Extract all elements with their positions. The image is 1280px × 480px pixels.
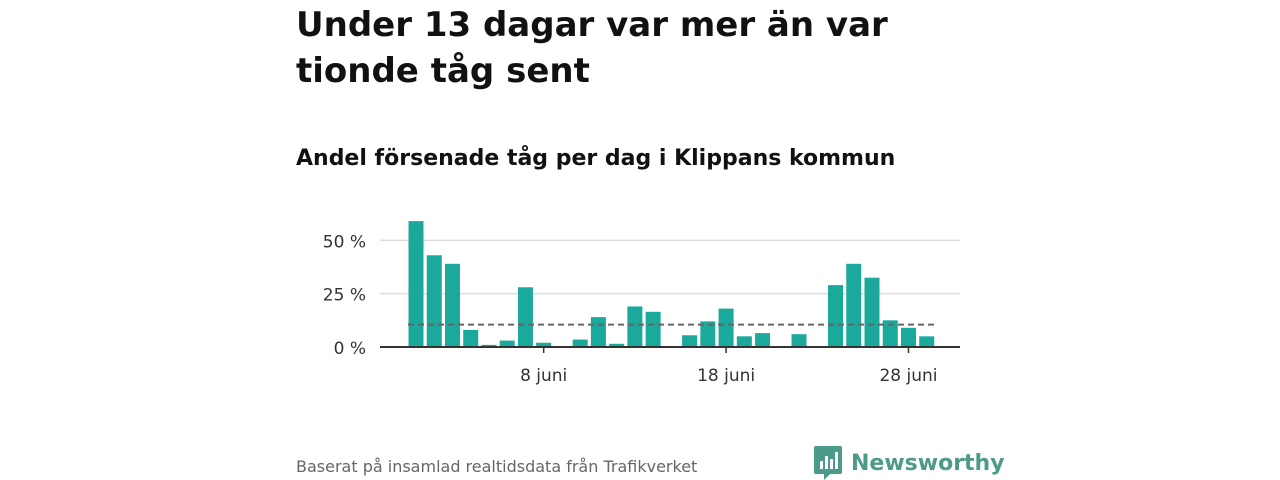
x-tick-label: 8 juni [520,366,567,386]
bar [700,321,716,347]
bar [590,317,606,347]
bar [846,263,862,347]
page-title: Under 13 dagar var mer än var tionde tåg… [296,5,888,91]
bar [499,340,515,347]
brand-logo-group: Newsworthy [814,446,1005,480]
bar [572,339,588,347]
chart-subtitle: Andel försenade tåg per dag i Klippans k… [296,146,896,171]
y-tick-label: 50 % [323,232,366,252]
bar [408,221,424,347]
bar [609,343,625,347]
source-note: Baserat på insamlad realtidsdata från Tr… [296,457,698,476]
bar [900,327,916,347]
bar [444,263,460,347]
bar [791,334,807,347]
y-tick-label: 0 % [334,339,366,359]
bar [645,311,661,347]
bar [481,344,497,347]
x-tick-label: 18 juni [697,366,755,386]
bar [627,306,643,347]
bar [919,336,935,347]
brand-name: Newsworthy [851,450,1005,476]
bar [463,329,479,347]
bar [755,333,771,347]
bar [682,335,698,347]
bar-chart-speech-bubble-icon [814,446,842,480]
bar [517,287,533,347]
bar-chart: 0 % 25 % 50 % 8 juni 18 juni 28 juni [323,221,960,386]
bar [828,285,844,347]
y-tick-label: 25 % [323,286,366,306]
bar [718,308,734,347]
bar [536,342,552,347]
bar [426,255,442,347]
bar [882,320,898,347]
bar [736,336,752,347]
x-tick-label: 28 juni [879,366,937,386]
bar [864,277,880,347]
